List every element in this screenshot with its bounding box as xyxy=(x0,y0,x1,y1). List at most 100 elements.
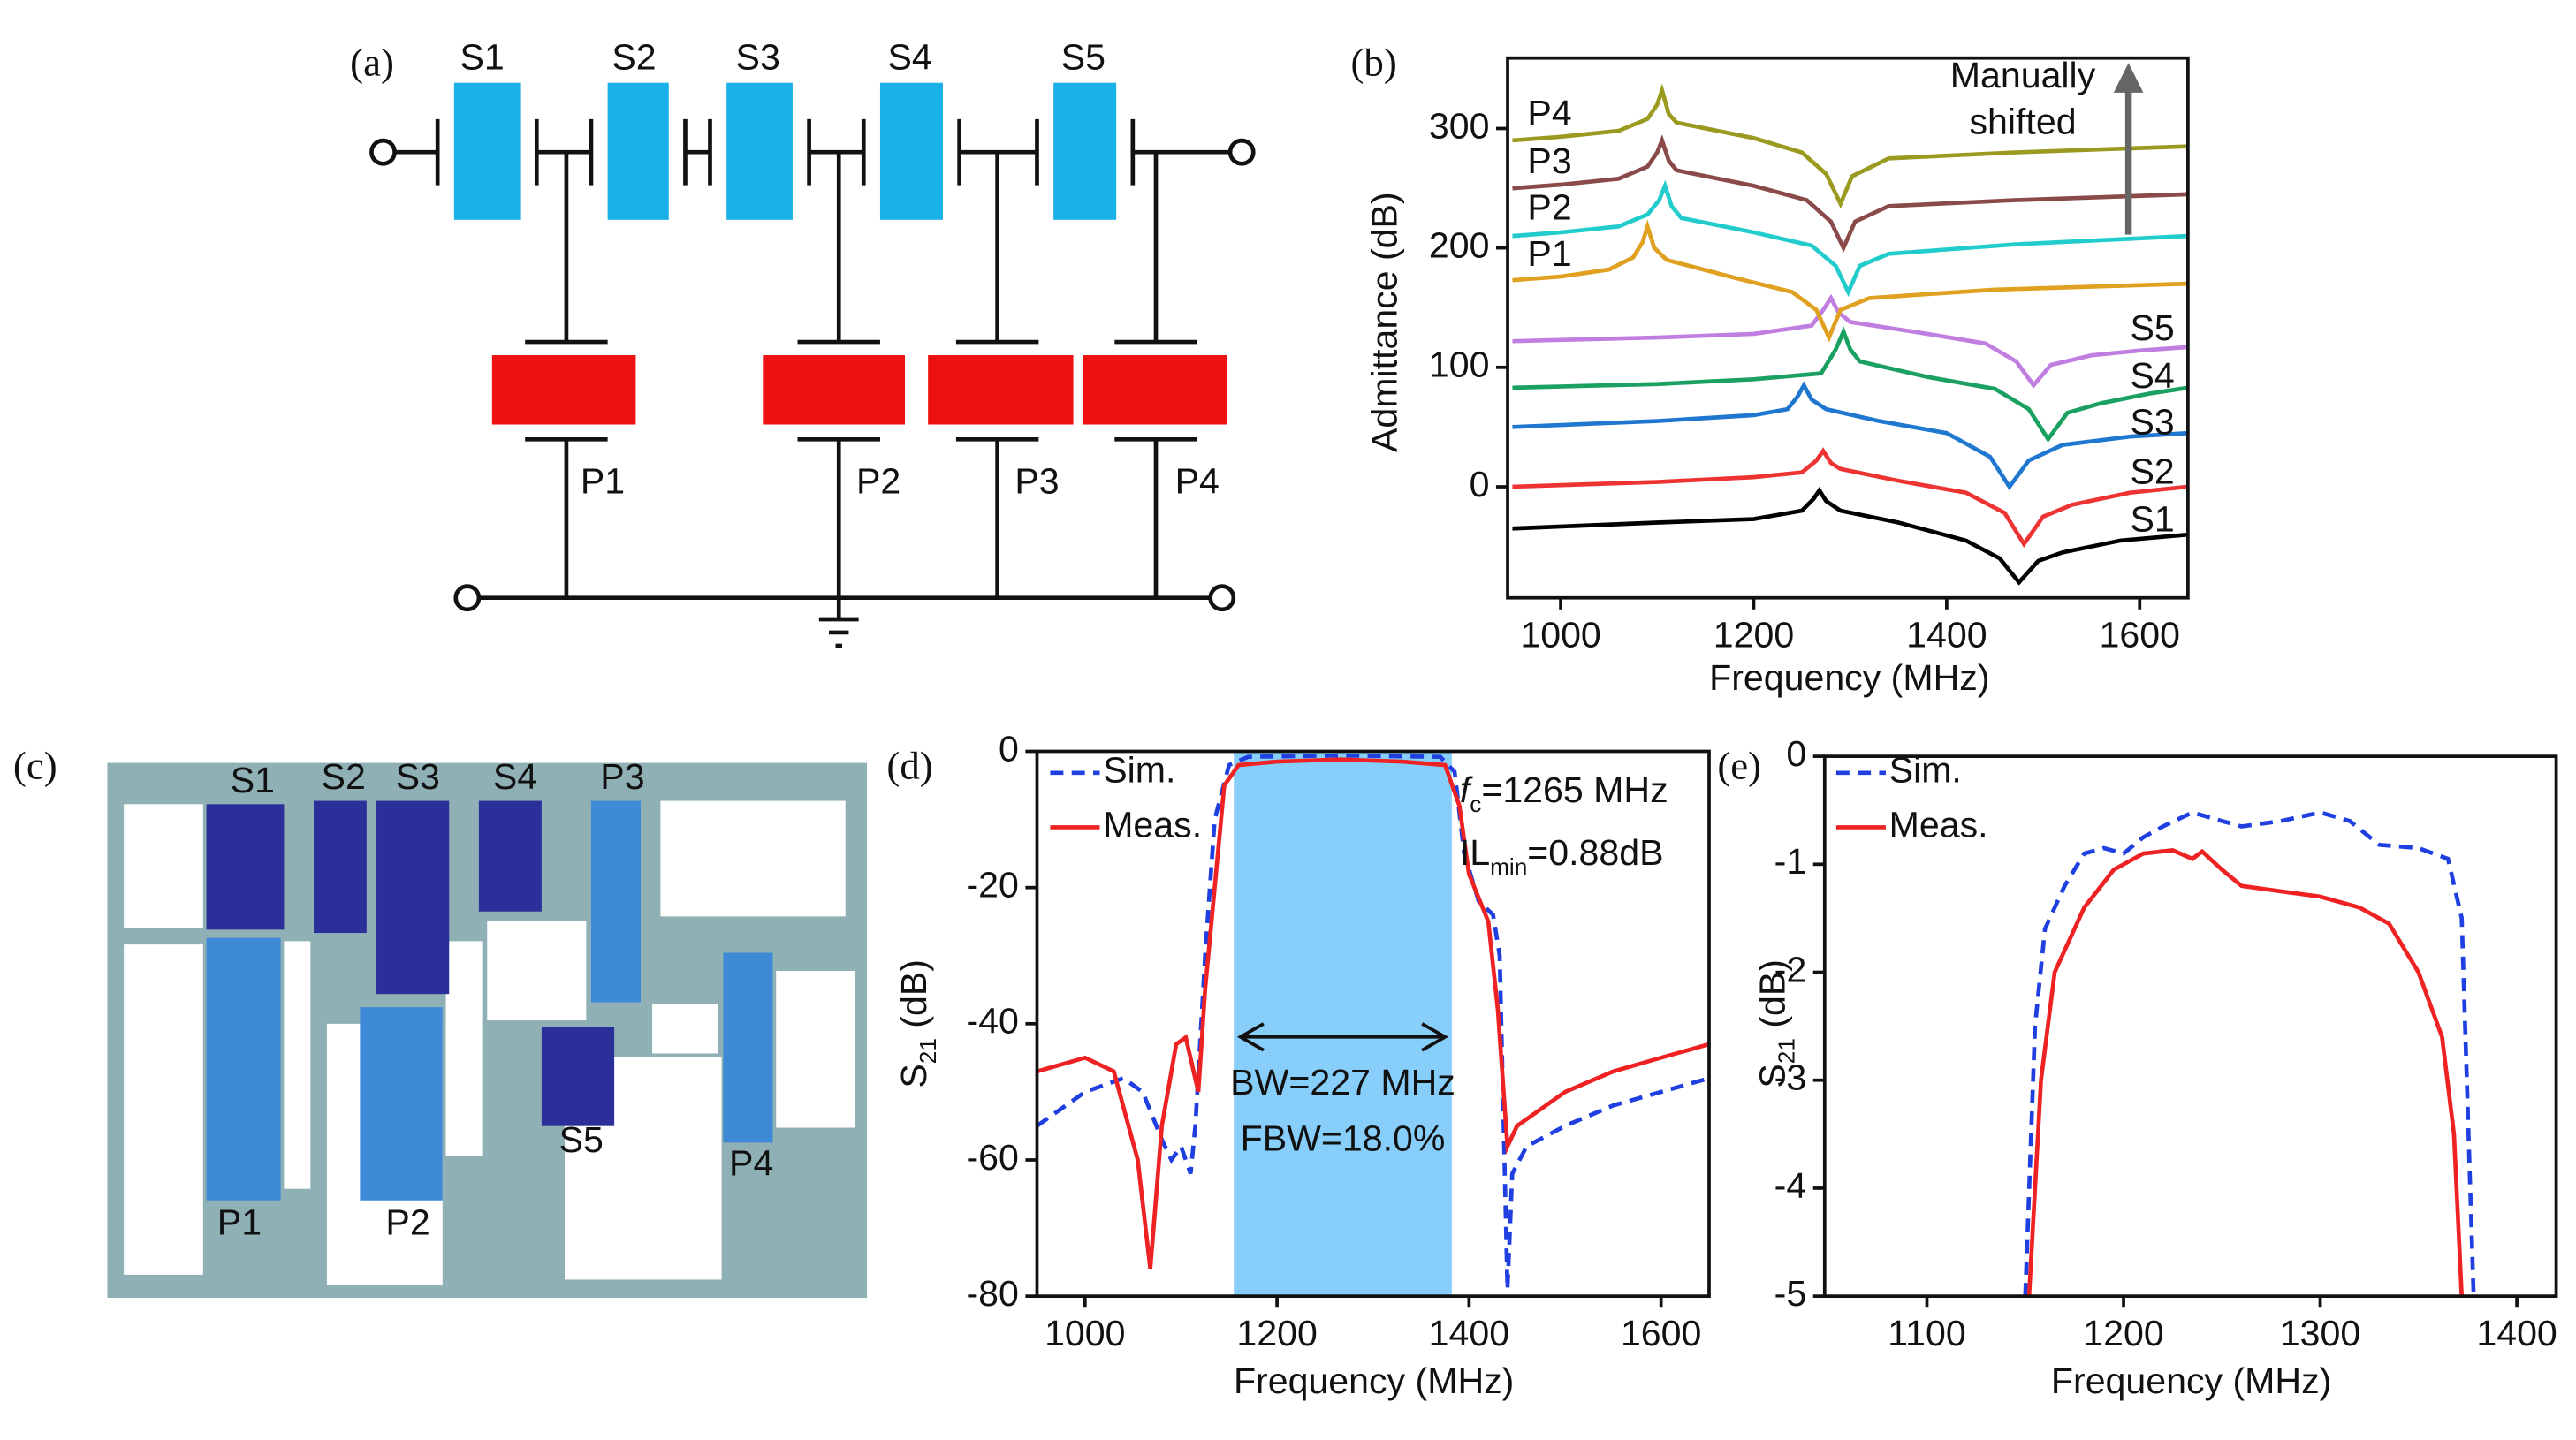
series-line xyxy=(1512,134,2188,254)
series-label: S5 xyxy=(2130,307,2174,348)
label-sub: c xyxy=(1470,791,1481,817)
passband xyxy=(1234,751,1452,1297)
panel-label: (a) xyxy=(350,40,394,84)
x-tick-label: 1400 xyxy=(1429,1313,1509,1353)
photo-label: S2 xyxy=(322,756,366,797)
series-line xyxy=(1037,753,1709,1290)
photo-pads xyxy=(124,800,855,1285)
y-tick-label: -4 xyxy=(1774,1165,1807,1206)
plot-frame xyxy=(1035,749,1711,1299)
annotation: Manually xyxy=(1950,55,2096,95)
plot-frame xyxy=(1506,56,2190,600)
resonator-label: S3 xyxy=(736,36,780,77)
label-rest: (dB) xyxy=(1752,959,1793,1038)
label-main: f xyxy=(1460,769,1473,810)
rich-label: ILmin=0.88dB xyxy=(1460,832,1664,880)
x-tick-label: 1600 xyxy=(2100,614,2180,655)
series-line xyxy=(1512,486,2188,586)
resonator-label: P3 xyxy=(1014,461,1059,502)
label-rest: (dB) xyxy=(893,959,934,1038)
legend-label: Meas. xyxy=(1103,804,1202,845)
resonator-label: P2 xyxy=(856,461,900,502)
series-line xyxy=(1512,326,2188,443)
resonator-label: S4 xyxy=(887,36,931,77)
series-label: P3 xyxy=(1527,140,1571,181)
resonator-label: P4 xyxy=(1175,461,1220,502)
x-tick-label: 1400 xyxy=(1906,614,1987,655)
x-tick-label: 1200 xyxy=(2083,1313,2163,1353)
plot-frame xyxy=(1822,754,2558,1299)
photo-resonators xyxy=(206,800,773,1201)
x-tick-label: 1000 xyxy=(1520,614,1600,655)
series-line xyxy=(1512,83,2188,209)
shunt-resonators xyxy=(491,355,1227,425)
bw-arrowhead xyxy=(1236,1022,1449,1052)
panel-label: (b) xyxy=(1351,40,1397,84)
annotation: shifted xyxy=(1969,101,2076,141)
label-sub: 21 xyxy=(1774,1038,1800,1064)
panel-label: (d) xyxy=(886,743,932,787)
photo-label: P3 xyxy=(600,756,644,797)
shift-arrowhead xyxy=(2113,63,2144,93)
series-line xyxy=(2026,848,2465,1297)
series-resonators xyxy=(453,82,1117,220)
y-tick-label: -60 xyxy=(967,1137,1019,1178)
photo-label: S5 xyxy=(559,1119,604,1160)
series-label: S1 xyxy=(2130,499,2174,540)
label-main: S xyxy=(893,1064,934,1088)
x-axis-label: Frequency (MHz) xyxy=(2051,1360,2331,1401)
x-axis-label: Frequency (MHz) xyxy=(1709,657,1989,698)
y-tick-label: 200 xyxy=(1429,224,1490,265)
y-tick-label: -3 xyxy=(1774,1057,1807,1098)
y-tick-label: -80 xyxy=(967,1273,1019,1314)
y-tick-label: 0 xyxy=(999,728,1019,769)
y-tick-label: -5 xyxy=(1774,1273,1807,1314)
y-tick-label: -2 xyxy=(1774,949,1807,989)
series-line xyxy=(1512,293,2188,389)
rich-label: S21 (dB) xyxy=(893,959,941,1088)
y-tick-label: -40 xyxy=(967,1001,1019,1042)
label-rest: =1265 MHz xyxy=(1481,769,1668,810)
panel-label: (c) xyxy=(13,743,57,787)
label-main: S xyxy=(1752,1064,1793,1088)
x-tick-label: 1600 xyxy=(1621,1313,1701,1353)
rich-label: S21 (dB) xyxy=(1752,959,1800,1088)
label-rest: =0.88dB xyxy=(1527,832,1663,873)
y-tick-label: 100 xyxy=(1429,345,1490,385)
series-line xyxy=(1512,381,2188,491)
fbw-label: FBW=18.0% xyxy=(1241,1118,1446,1158)
label-sub: min xyxy=(1490,853,1527,880)
y-axis-label: Admittance (dB) xyxy=(1364,192,1404,452)
series-line xyxy=(1037,757,1709,1269)
bw-label: BW=227 MHz xyxy=(1230,1062,1455,1103)
photo-label: P4 xyxy=(729,1142,773,1183)
x-tick-label: 1300 xyxy=(2280,1313,2360,1353)
resonator-label: P1 xyxy=(581,461,625,502)
series-label: S4 xyxy=(2130,355,2174,396)
x-tick-label: 1400 xyxy=(2476,1313,2557,1353)
series-label: S2 xyxy=(2130,451,2174,491)
x-tick-label: 1200 xyxy=(1714,614,1794,655)
y-tick-label: 0 xyxy=(1470,464,1490,504)
resonator-label: S5 xyxy=(1061,36,1106,77)
label-sub: 21 xyxy=(915,1038,941,1064)
y-tick-label: 300 xyxy=(1429,105,1490,146)
photo-label: S4 xyxy=(493,756,537,797)
rich-label: fc=1265 MHz xyxy=(1460,769,1668,817)
series-label: P2 xyxy=(1527,186,1571,227)
series-label: S3 xyxy=(2130,401,2174,442)
x-tick-label: 1100 xyxy=(1888,1313,1965,1353)
x-tick-label: 1200 xyxy=(1236,1313,1317,1353)
circuit xyxy=(369,118,1256,648)
x-tick-label: 1000 xyxy=(1045,1313,1125,1353)
photo-label: S1 xyxy=(231,760,275,800)
series-line xyxy=(1512,179,2188,298)
series-label: P1 xyxy=(1527,233,1571,274)
y-tick-label: 0 xyxy=(1786,733,1806,774)
legend-label: Sim. xyxy=(1103,750,1175,791)
legend-label: Sim. xyxy=(1889,750,1962,791)
photo-label: P2 xyxy=(385,1202,429,1243)
photo-label: S3 xyxy=(396,756,440,797)
series-line xyxy=(2023,810,2476,1297)
